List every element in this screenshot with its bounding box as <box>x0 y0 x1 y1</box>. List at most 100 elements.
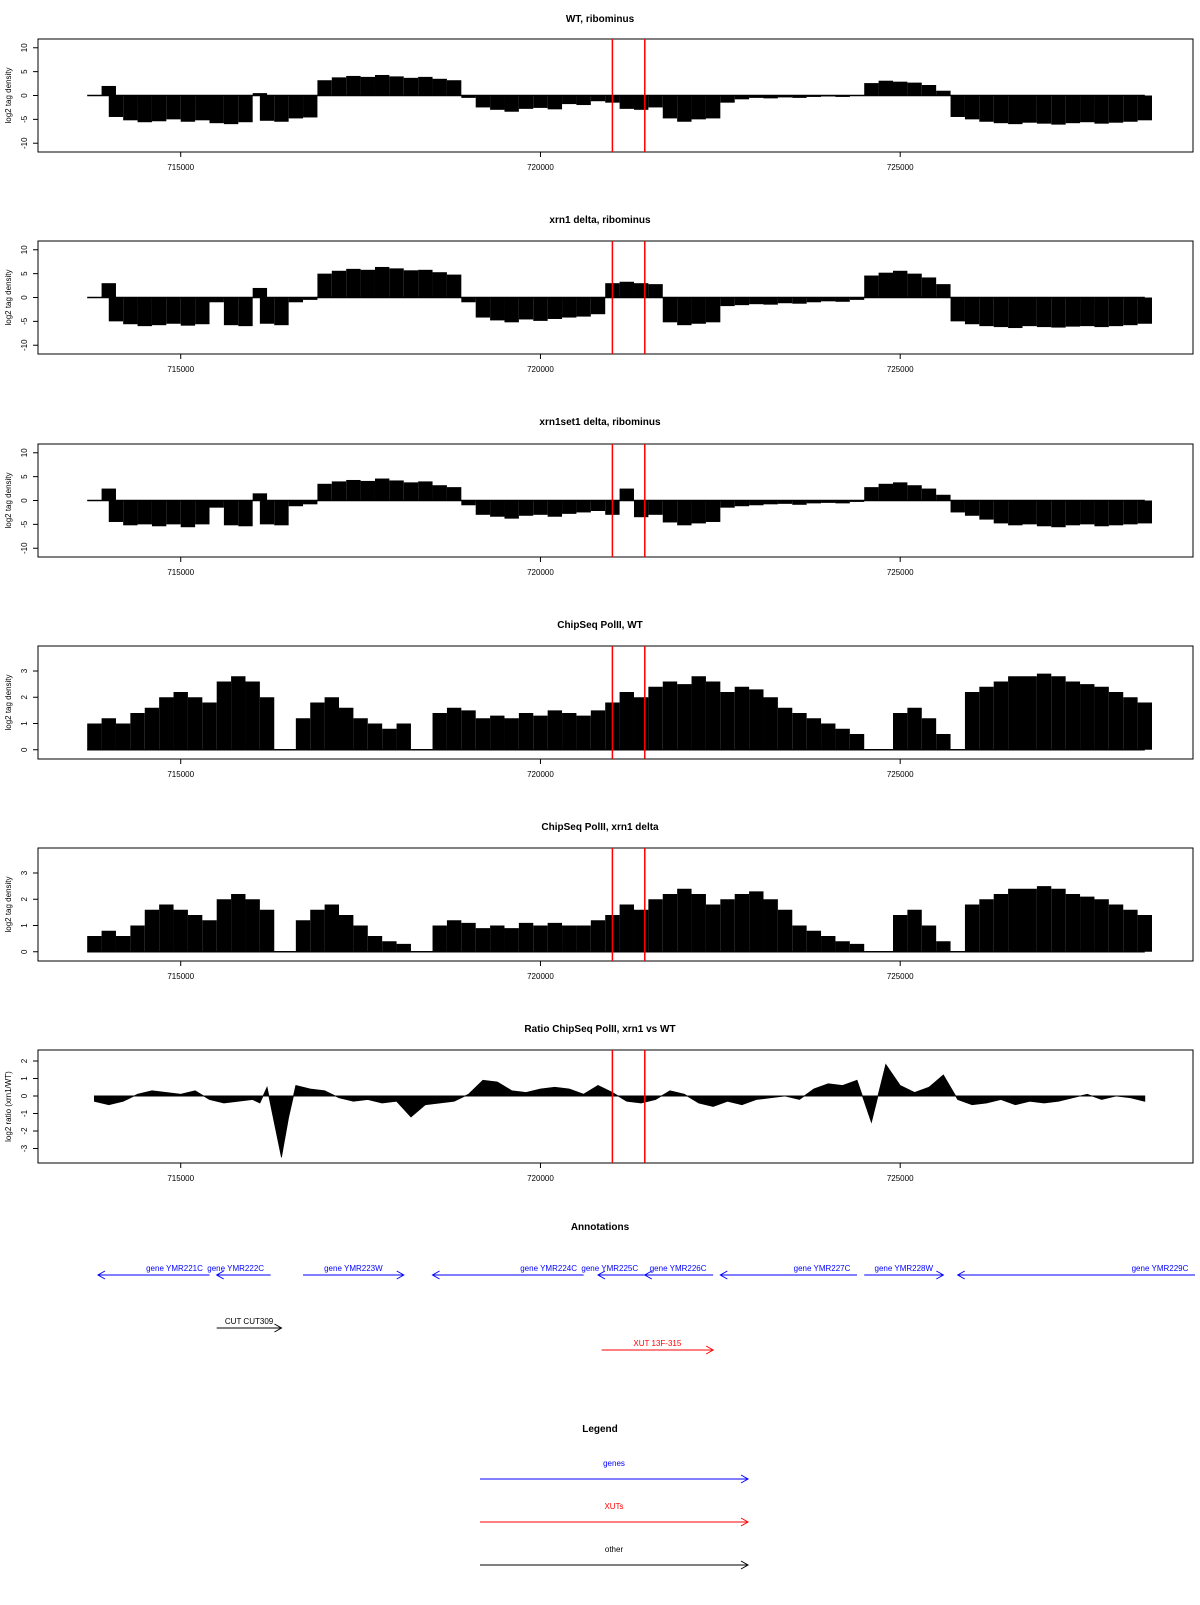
y-tick-label: -10 <box>20 542 29 554</box>
data-bar <box>475 297 491 318</box>
data-bar <box>310 909 325 952</box>
data-bar <box>1123 500 1138 525</box>
data-bar <box>993 297 1009 328</box>
y-axis-label: log2 tag density <box>4 67 13 123</box>
data-bar <box>633 283 649 298</box>
data-bar <box>533 95 548 108</box>
data-bar <box>346 479 361 501</box>
data-bar <box>921 718 937 750</box>
data-bar <box>979 95 994 122</box>
data-bar <box>108 500 124 522</box>
data-bar <box>907 707 922 750</box>
y-tick-label: 0 <box>20 1093 29 1098</box>
y-tick-label: 5 <box>20 69 29 74</box>
data-bar <box>396 723 411 750</box>
legend-panel: Legend genes XUTs other <box>480 1424 750 1570</box>
data-bar <box>223 297 239 326</box>
x-tick-label: 715000 <box>167 163 194 172</box>
data-bar <box>662 297 678 323</box>
data-bar <box>87 936 102 952</box>
data-bar <box>720 95 735 103</box>
x-tick-label: 725000 <box>887 770 914 779</box>
data-bar <box>936 734 951 750</box>
data-bar <box>504 500 519 519</box>
y-tick-label: -1 <box>20 1109 29 1117</box>
data-bar <box>878 272 893 298</box>
data-bar <box>518 922 534 952</box>
data-bar <box>864 275 879 298</box>
data-bar <box>562 713 577 750</box>
y-tick-label: 0 <box>20 295 29 300</box>
data-bar <box>245 681 260 750</box>
data-bar <box>1051 676 1066 750</box>
data-bar <box>303 500 318 505</box>
data-bar <box>1008 888 1023 952</box>
data-bar <box>288 95 304 119</box>
data-bar <box>720 692 735 750</box>
data-bar <box>518 500 534 516</box>
data-bar <box>346 75 361 96</box>
data-bar <box>238 297 253 327</box>
data-bar <box>821 500 836 503</box>
data-bar <box>1036 297 1052 328</box>
data-bar <box>187 697 203 750</box>
data-bar <box>619 488 634 501</box>
data-bar <box>108 95 124 117</box>
data-bar <box>331 77 347 96</box>
plot-frame <box>37 847 1194 962</box>
data-bar <box>547 500 563 517</box>
data-bar <box>137 297 152 327</box>
y-tick-label: 5 <box>20 474 29 479</box>
ratio-area <box>93 1063 1146 1158</box>
data-bar <box>1137 702 1152 750</box>
data-bar <box>677 500 692 526</box>
data-bar <box>87 723 102 750</box>
data-bar <box>1137 500 1152 524</box>
data-bar <box>432 925 447 952</box>
data-bar <box>993 894 1009 952</box>
data-bar <box>835 297 850 302</box>
data-bar <box>792 713 807 750</box>
data-bar <box>648 284 663 298</box>
data-bar <box>144 707 160 750</box>
data-bar <box>533 297 548 321</box>
data-bar <box>849 297 865 300</box>
data-bar <box>590 920 606 952</box>
data-bar <box>1022 95 1037 123</box>
data-bar <box>936 941 951 952</box>
data-bar <box>547 95 563 110</box>
data-bar <box>1022 297 1037 327</box>
data-bar <box>259 95 275 121</box>
data-bar <box>518 713 534 750</box>
y-tick-label: -5 <box>20 520 29 528</box>
data-bar <box>101 718 116 750</box>
data-bar <box>1065 894 1081 952</box>
data-bar <box>691 894 706 952</box>
x-tick-label: 725000 <box>887 972 914 981</box>
x-tick-label: 715000 <box>167 568 194 577</box>
chart-title: xrn1 delta, ribominus <box>549 215 651 226</box>
data-bar <box>195 297 210 325</box>
legend-label: genes <box>603 1459 625 1468</box>
data-bar <box>892 482 908 501</box>
data-bar <box>151 297 167 326</box>
x-tick-label: 720000 <box>527 972 554 981</box>
data-bar <box>1036 95 1052 124</box>
data-bar <box>339 915 354 952</box>
data-bar <box>259 909 275 952</box>
data-bar <box>777 707 793 750</box>
data-bar <box>1022 500 1037 525</box>
data-bar <box>288 297 304 303</box>
data-bar <box>151 500 167 527</box>
data-bar <box>367 936 383 952</box>
data-bar <box>202 920 217 952</box>
data-bar <box>209 95 224 124</box>
data-bar <box>806 500 822 504</box>
data-bar <box>1123 95 1138 122</box>
y-axis-label: log2 tag density <box>4 674 13 730</box>
y-tick-label: -10 <box>20 137 29 149</box>
data-bar <box>331 481 347 501</box>
data-bar <box>720 500 735 508</box>
data-bar <box>130 925 145 952</box>
data-bar <box>518 297 534 320</box>
